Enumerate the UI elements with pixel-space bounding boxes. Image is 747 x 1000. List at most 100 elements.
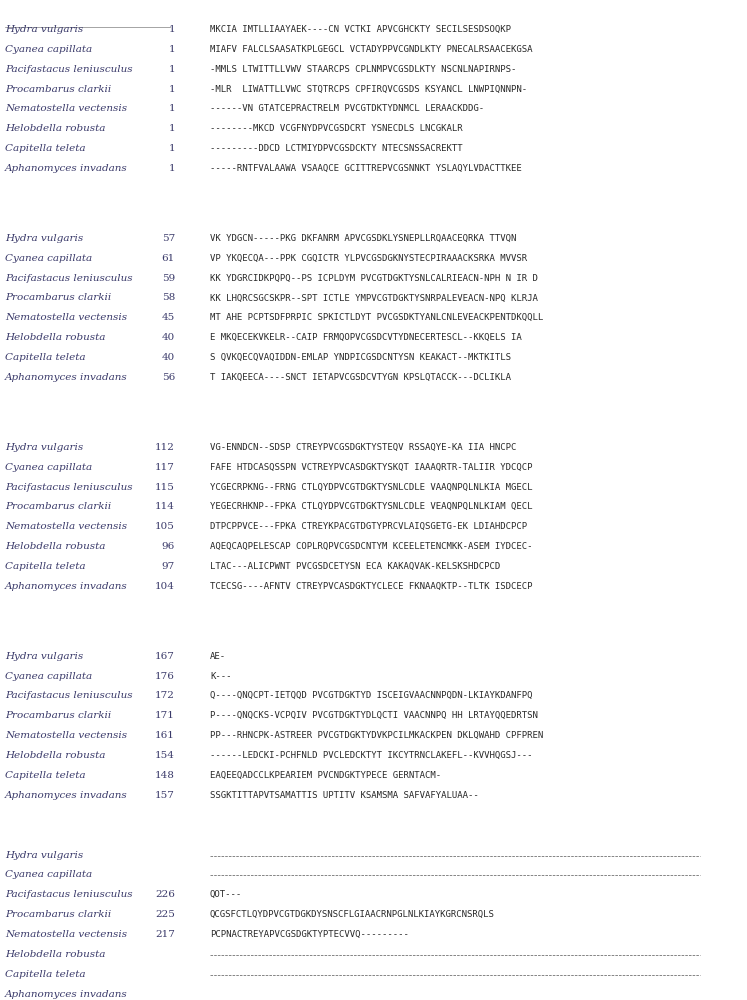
Text: 171: 171 xyxy=(155,711,175,720)
Text: DTPCPPVCE---FPKA CTREYKPACGTDGTYPRCVLAIQSGETG-EK LDIAHDCPCP: DTPCPPVCE---FPKA CTREYKPACGTDGTYPRCVLAIQ… xyxy=(210,522,527,531)
Text: K---: K--- xyxy=(210,672,232,681)
Text: 96: 96 xyxy=(162,542,175,551)
Text: Nematostella vectensis: Nematostella vectensis xyxy=(5,104,127,113)
Text: Cyanea capillata: Cyanea capillata xyxy=(5,463,92,472)
Text: Hydra vulgaris: Hydra vulgaris xyxy=(5,234,83,243)
Text: 40: 40 xyxy=(162,333,175,342)
Text: 58: 58 xyxy=(162,293,175,302)
Text: MKCIA IMTLLIAAYAEK----CN VCTKI APVCGHCKTY SECILSESDSOQKP: MKCIA IMTLLIAAYAEK----CN VCTKI APVCGHCKT… xyxy=(210,25,511,34)
Text: VK YDGCN-----PKG DKFANRM APVCGSDKLYSNEPLLRQAACEQRKA TTVQN: VK YDGCN-----PKG DKFANRM APVCGSDKLYSNEPL… xyxy=(210,234,516,243)
Text: 40: 40 xyxy=(162,353,175,362)
Text: Procambarus clarkii: Procambarus clarkii xyxy=(5,711,111,720)
Text: Aphanomyces invadans: Aphanomyces invadans xyxy=(5,164,128,173)
Text: YEGECRHKNP--FPKA CTLQYDPVCGTDGKTYSNLCDLE VEAQNPQLNLKIAM QECL: YEGECRHKNP--FPKA CTLQYDPVCGTDGKTYSNLCDLE… xyxy=(210,502,533,511)
Text: Procambarus clarkii: Procambarus clarkii xyxy=(5,910,111,919)
Text: Cyanea capillata: Cyanea capillata xyxy=(5,870,92,879)
Text: 1: 1 xyxy=(168,65,175,74)
Text: 59: 59 xyxy=(162,274,175,283)
Text: ------VN GTATCEPRACTRELM PVCGTDKTYDNMCL LERAACKDDG-: ------VN GTATCEPRACTRELM PVCGTDKTYDNMCL … xyxy=(210,104,484,113)
Text: 157: 157 xyxy=(155,791,175,800)
Text: 45: 45 xyxy=(162,313,175,322)
Text: 61: 61 xyxy=(162,254,175,263)
Text: 225: 225 xyxy=(155,910,175,919)
Text: -----RNTFVALAAWA VSAAQCE GCITTREPVCGSNNKT YSLAQYLVDACTTKEE: -----RNTFVALAAWA VSAAQCE GCITTREPVCGSNNK… xyxy=(210,164,521,173)
Text: Cyanea capillata: Cyanea capillata xyxy=(5,254,92,263)
Text: Capitella teleta: Capitella teleta xyxy=(5,144,85,153)
Text: Hydra vulgaris: Hydra vulgaris xyxy=(5,25,83,34)
Text: Procambarus clarkii: Procambarus clarkii xyxy=(5,85,111,94)
Text: Helobdella robusta: Helobdella robusta xyxy=(5,333,105,342)
Text: Capitella teleta: Capitella teleta xyxy=(5,562,85,571)
Text: Pacifastacus leniusculus: Pacifastacus leniusculus xyxy=(5,691,133,700)
Text: Capitella teleta: Capitella teleta xyxy=(5,970,85,979)
Text: 105: 105 xyxy=(155,522,175,531)
Text: S QVKQECQVAQIDDN-EMLAP YNDPICGSDCNTYSN KEAKACT--MKTKITLS: S QVKQECQVAQIDDN-EMLAP YNDPICGSDCNTYSN K… xyxy=(210,353,511,362)
Text: 1: 1 xyxy=(168,25,175,34)
Text: 1: 1 xyxy=(168,164,175,173)
Text: 154: 154 xyxy=(155,751,175,760)
Text: Pacifastacus leniusculus: Pacifastacus leniusculus xyxy=(5,65,133,74)
Text: Capitella teleta: Capitella teleta xyxy=(5,353,85,362)
Text: Aphanomyces invadans: Aphanomyces invadans xyxy=(5,582,128,591)
Text: Hydra vulgaris: Hydra vulgaris xyxy=(5,443,83,452)
Text: 148: 148 xyxy=(155,771,175,780)
Text: TCECSG----AFNTV CTREYPVCASDGKTYCLECE FKNAAQKTP--TLTK ISDCECP: TCECSG----AFNTV CTREYPVCASDGKTYCLECE FKN… xyxy=(210,582,533,591)
Text: 161: 161 xyxy=(155,731,175,740)
Text: Nematostella vectensis: Nematostella vectensis xyxy=(5,731,127,740)
Text: EAQEEQADCCLKPEARIEM PVCNDGKTYPECE GERNTACM-: EAQEEQADCCLKPEARIEM PVCNDGKTYPECE GERNTA… xyxy=(210,771,441,780)
Text: Pacifastacus leniusculus: Pacifastacus leniusculus xyxy=(5,483,133,492)
Text: Nematostella vectensis: Nematostella vectensis xyxy=(5,522,127,531)
Text: 167: 167 xyxy=(155,652,175,661)
Text: 112: 112 xyxy=(155,443,175,452)
Text: VP YKQECQA---PPK CGQICTR YLPVCGSDGKNYSTECPIRAAACKSRKA MVVSR: VP YKQECQA---PPK CGQICTR YLPVCGSDGKNYSTE… xyxy=(210,254,527,263)
Text: Helobdella robusta: Helobdella robusta xyxy=(5,124,105,133)
Text: 117: 117 xyxy=(155,463,175,472)
Text: Nematostella vectensis: Nematostella vectensis xyxy=(5,930,127,939)
Text: VG-ENNDCN--SDSP CTREYPVCGSDGKTYSTEQV RSSAQYE-KA IIA HNCPC: VG-ENNDCN--SDSP CTREYPVCGSDGKTYSTEQV RSS… xyxy=(210,443,516,452)
Text: Helobdella robusta: Helobdella robusta xyxy=(5,950,105,959)
Text: 97: 97 xyxy=(162,562,175,571)
Text: AQEQCAQPELESCAP COPLRQPVCGSDCNTYM KCEELETENCMKK-ASEM IYDCEC-: AQEQCAQPELESCAP COPLRQPVCGSDCNTYM KCEELE… xyxy=(210,542,533,551)
Text: KK LHQRCSGCSKPR--SPT ICTLE YMPVCGTDGKTYSNRPALEVEACN-NPQ KLRJA: KK LHQRCSGCSKPR--SPT ICTLE YMPVCGTDGKTYS… xyxy=(210,293,538,302)
Text: QOT---: QOT--- xyxy=(210,890,242,899)
Text: Q----QNQCPT-IETQQD PVCGTDGKTYD ISCEIGVAACNNPQDN-LKIAYKDANFPQ: Q----QNQCPT-IETQQD PVCGTDGKTYD ISCEIGVAA… xyxy=(210,691,533,700)
Text: Pacifastacus leniusculus: Pacifastacus leniusculus xyxy=(5,890,133,899)
Text: Helobdella robusta: Helobdella robusta xyxy=(5,751,105,760)
Text: Procambarus clarkii: Procambarus clarkii xyxy=(5,293,111,302)
Text: 1: 1 xyxy=(168,85,175,94)
Text: 114: 114 xyxy=(155,502,175,511)
Text: 226: 226 xyxy=(155,890,175,899)
Text: 115: 115 xyxy=(155,483,175,492)
Text: Helobdella robusta: Helobdella robusta xyxy=(5,542,105,551)
Text: YCGECRPKNG--FRNG CTLQYDPVCGTDGKTYSNLCDLE VAAQNPQLNLKIA MGECL: YCGECRPKNG--FRNG CTLQYDPVCGTDGKTYSNLCDLE… xyxy=(210,483,533,492)
Text: QCGSFCTLQYDPVCGTDGKDYSNSCFLGIAACRNPGLNLKIAYKGRCNSRQLS: QCGSFCTLQYDPVCGTDGKDYSNSCFLGIAACRNPGLNLK… xyxy=(210,910,495,919)
Text: Aphanomyces invadans: Aphanomyces invadans xyxy=(5,791,128,800)
Text: -MMLS LTWITTLLVWV STAARCPS CPLNMPVCGSDLKTY NSCNLNAPIRNPS-: -MMLS LTWITTLLVWV STAARCPS CPLNMPVCGSDLK… xyxy=(210,65,516,74)
Text: Hydra vulgaris: Hydra vulgaris xyxy=(5,652,83,661)
Text: ---------DDCD LCTMIYDPVCGSDCKTY NTECSNSSACREKTT: ---------DDCD LCTMIYDPVCGSDCKTY NTECSNSS… xyxy=(210,144,462,153)
Text: --------MKCD VCGFNYDPVCGSDCRT YSNECDLS LNCGKALR: --------MKCD VCGFNYDPVCGSDCRT YSNECDLS L… xyxy=(210,124,462,133)
Text: 1: 1 xyxy=(168,104,175,113)
Text: Capitella teleta: Capitella teleta xyxy=(5,771,85,780)
Text: -MLR  LIWATTLLVWC STQTRCPS CPFIRQVCGSDS KSYANCL LNWPIQNNPN-: -MLR LIWATTLLVWC STQTRCPS CPFIRQVCGSDS K… xyxy=(210,85,527,94)
Text: 57: 57 xyxy=(162,234,175,243)
Text: Hydra vulgaris: Hydra vulgaris xyxy=(5,851,83,860)
Text: Nematostella vectensis: Nematostella vectensis xyxy=(5,313,127,322)
Text: 56: 56 xyxy=(162,373,175,382)
Text: T IAKQEECA----SNCT IETAPVCGSDCVTYGN KPSLQTACCK---DCLIKLA: T IAKQEECA----SNCT IETAPVCGSDCVTYGN KPSL… xyxy=(210,373,511,382)
Text: 1: 1 xyxy=(168,144,175,153)
Text: MIAFV FALCLSAASATKPLGEGCL VCTADYPPVCGNDLKTY PNECALRSAACEKGSA: MIAFV FALCLSAASATKPLGEGCL VCTADYPPVCGNDL… xyxy=(210,45,533,54)
Text: 104: 104 xyxy=(155,582,175,591)
Text: MT AHE PCPTSDFPRPIC SPKICTLDYT PVCGSDKTYANLCNLEVEACKPENTDKQQLL: MT AHE PCPTSDFPRPIC SPKICTLDYT PVCGSDKTY… xyxy=(210,313,543,322)
Text: 1: 1 xyxy=(168,124,175,133)
Text: Aphanomyces invadans: Aphanomyces invadans xyxy=(5,990,128,999)
Text: P----QNQCKS-VCPQIV PVCGTDGKTYDLQCTI VAACNNPQ HH LRTAYQQEDRTSN: P----QNQCKS-VCPQIV PVCGTDGKTYDLQCTI VAAC… xyxy=(210,711,538,720)
Text: PP---RHNCPK-ASTREER PVCGTDGKTYDVKPCILMKACKPEN DKLQWAHD CPFPREN: PP---RHNCPK-ASTREER PVCGTDGKTYDVKPCILMKA… xyxy=(210,731,543,740)
Text: KK YDGRCIDKPQPQ--PS ICPLDYM PVCGTDGKTYSNLCALRIEACN-NPH N IR D: KK YDGRCIDKPQPQ--PS ICPLDYM PVCGTDGKTYSN… xyxy=(210,274,538,283)
Text: Pacifastacus leniusculus: Pacifastacus leniusculus xyxy=(5,274,133,283)
Text: AE-: AE- xyxy=(210,652,226,661)
Text: SSGKTITTAPVTSAMATTIS UPTITV KSAMSMA SAFVAFYALUAA--: SSGKTITTAPVTSAMATTIS UPTITV KSAMSMA SAFV… xyxy=(210,791,479,800)
Text: ------LEDCKI-PCHFNLD PVCLEDCKTYT IKCYTRNCLAKEFL--KVVHQGSJ---: ------LEDCKI-PCHFNLD PVCLEDCKTYT IKCYTRN… xyxy=(210,751,533,760)
Text: FAFE HTDCASQSSPN VCTREYPVCASDGKTYSKQT IAAAQRTR-TALIIR YDCQCP: FAFE HTDCASQSSPN VCTREYPVCASDGKTYSKQT IA… xyxy=(210,463,533,472)
Text: Procambarus clarkii: Procambarus clarkii xyxy=(5,502,111,511)
